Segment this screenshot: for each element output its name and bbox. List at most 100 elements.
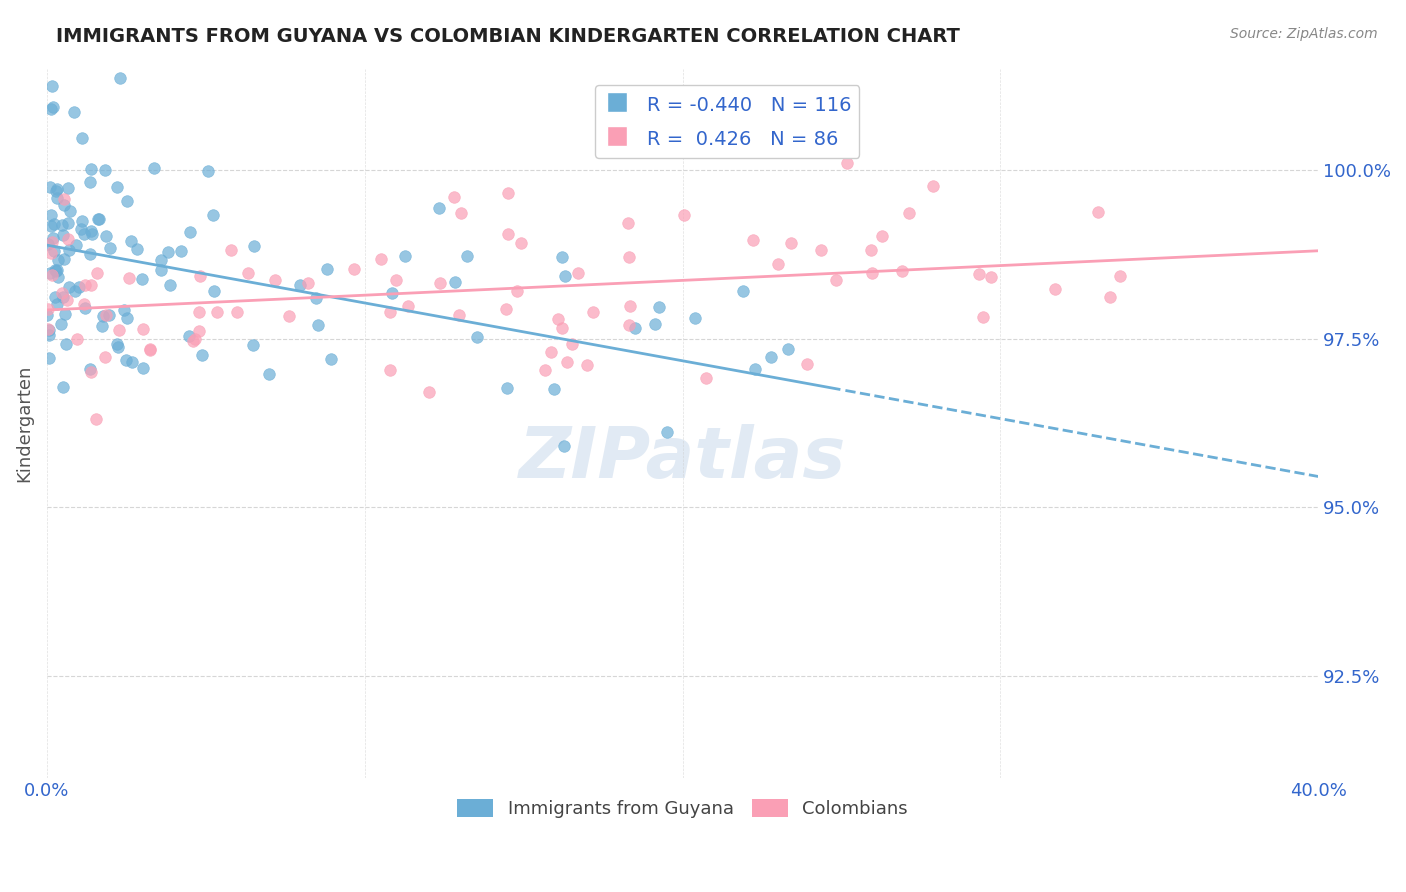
Point: [46, 182, 69, 196]
Point: [80, 227, 103, 241]
Point: [66, 332, 89, 346]
Point: [495, 381, 517, 395]
Point: [94, 308, 117, 322]
Point: [744, 361, 766, 376]
Point: [42, 244, 65, 258]
Point: [188, 268, 211, 283]
Point: [495, 301, 517, 316]
Point: [56, 181, 79, 195]
Point: [41, 235, 63, 249]
Point: [44, 262, 66, 277]
Point: [143, 161, 166, 176]
Point: [534, 362, 557, 376]
Point: [65, 238, 87, 252]
Point: [835, 156, 858, 170]
Point: [51, 219, 73, 233]
Point: [87, 212, 110, 227]
Point: [94, 228, 117, 243]
Point: [56, 216, 79, 230]
Point: [236, 267, 259, 281]
Point: [184, 332, 207, 346]
Point: [112, 303, 135, 318]
Point: [46, 270, 69, 285]
Point: [181, 334, 204, 349]
Point: [70, 130, 93, 145]
Point: [55, 336, 77, 351]
Point: [52, 227, 75, 242]
Point: [450, 205, 472, 219]
Point: [188, 324, 211, 338]
Text: ZIPatlas: ZIPatlas: [519, 424, 846, 493]
Point: [91, 309, 114, 323]
Point: [780, 235, 803, 250]
Point: [567, 266, 589, 280]
Point: [741, 233, 763, 247]
Point: [79, 247, 101, 261]
Point: [45, 264, 67, 278]
Point: [87, 212, 110, 227]
Point: [612, 141, 634, 155]
Point: [46, 192, 69, 206]
Point: [58, 243, 80, 257]
Point: [188, 304, 211, 318]
Point: [38, 351, 60, 365]
Point: [219, 243, 242, 257]
Point: [98, 308, 121, 322]
Point: [84, 411, 107, 425]
Point: [288, 277, 311, 292]
Point: [72, 296, 94, 310]
Point: [444, 275, 467, 289]
Point: [759, 350, 782, 364]
Point: [870, 229, 893, 244]
Point: [688, 805, 710, 819]
Point: [972, 310, 994, 324]
Point: [42, 231, 65, 245]
Point: [132, 360, 155, 375]
Point: [921, 179, 943, 194]
Point: [98, 242, 121, 256]
Point: [79, 362, 101, 376]
Point: [52, 380, 75, 394]
Point: [105, 179, 128, 194]
Point: [305, 291, 328, 305]
Point: [45, 262, 67, 277]
Point: [90, 319, 112, 334]
Point: [107, 340, 129, 354]
Point: [443, 190, 465, 204]
Point: [810, 243, 832, 257]
Point: [498, 227, 520, 242]
Point: [467, 330, 489, 344]
Point: [427, 201, 450, 215]
Point: [543, 382, 565, 396]
Point: [385, 273, 408, 287]
Point: [53, 198, 76, 212]
Point: [108, 323, 131, 337]
Point: [179, 226, 201, 240]
Point: [63, 284, 86, 298]
Point: [1087, 204, 1109, 219]
Point: [80, 278, 103, 293]
Point: [343, 261, 366, 276]
Point: [619, 299, 641, 313]
Point: [205, 304, 228, 318]
Point: [242, 338, 264, 352]
Point: [380, 363, 402, 377]
Point: [114, 353, 136, 368]
Point: [42, 100, 65, 114]
Point: [37, 237, 59, 252]
Point: [42, 218, 65, 232]
Point: [447, 308, 470, 322]
Point: [1098, 290, 1121, 304]
Point: [380, 305, 402, 319]
Point: [70, 221, 93, 235]
Point: [72, 214, 94, 228]
Point: [37, 302, 59, 317]
Y-axis label: Kindergarten: Kindergarten: [15, 364, 32, 482]
Point: [52, 192, 75, 206]
Point: [75, 277, 97, 292]
Point: [202, 284, 225, 298]
Point: [396, 299, 419, 313]
Point: [41, 268, 63, 283]
Point: [980, 269, 1002, 284]
Point: [617, 318, 640, 332]
